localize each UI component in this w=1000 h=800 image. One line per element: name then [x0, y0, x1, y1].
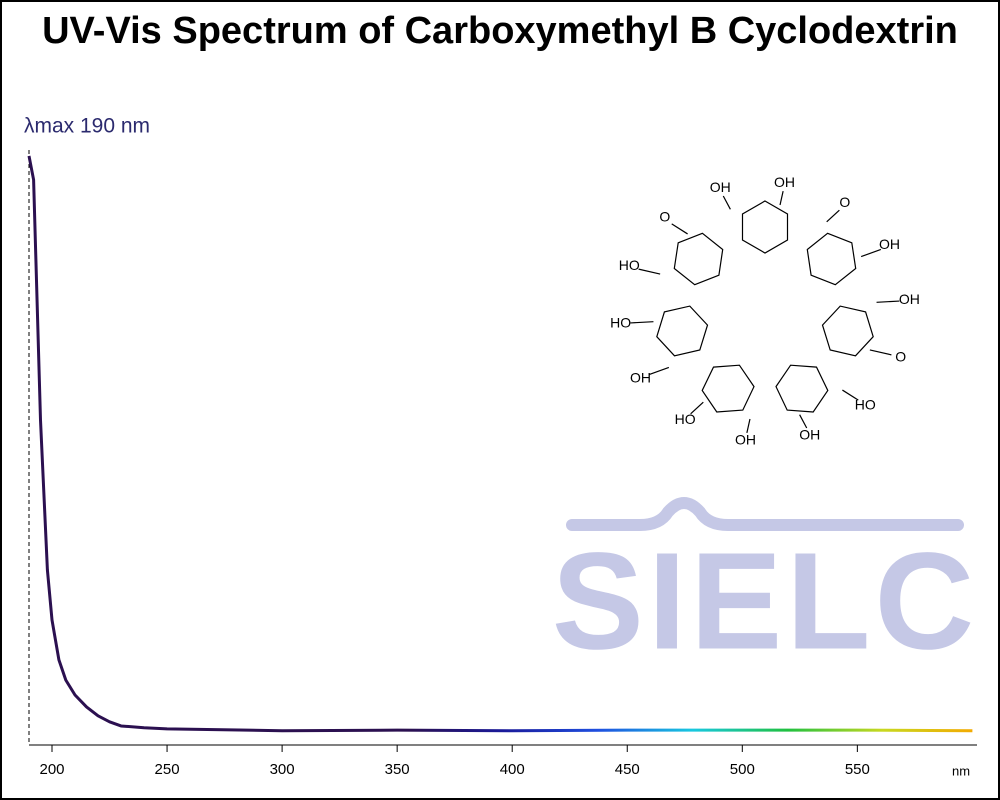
bond [876, 300, 900, 303]
glucose-ring [821, 305, 874, 357]
bond [826, 209, 840, 223]
atom-label: OH [879, 236, 900, 252]
bond [860, 248, 882, 258]
x-tick-label: 550 [845, 761, 870, 778]
atom-label: HO [675, 411, 696, 427]
atom-label: OH [710, 179, 731, 195]
watermark: SIELC [552, 497, 978, 678]
bond [869, 349, 892, 356]
bond [638, 268, 661, 275]
bond [746, 418, 751, 434]
spectrum-line [27, 155, 973, 733]
atom-label: OH [799, 426, 820, 442]
bond [799, 414, 808, 429]
glucose-ring [673, 232, 724, 286]
atom-label: OH [630, 369, 651, 385]
x-tick-label: 400 [500, 761, 525, 778]
x-tick-label: 300 [270, 761, 295, 778]
molecule [630, 190, 900, 434]
atom-label: O [659, 209, 670, 225]
glucose-ring [701, 364, 755, 413]
atom-label: OH [899, 291, 920, 307]
atom-label: HO [855, 397, 876, 413]
bond [630, 321, 654, 324]
atom-label: OH [735, 432, 756, 448]
x-tick-label: 500 [730, 761, 755, 778]
glucose-ring [775, 364, 829, 413]
bond [690, 401, 704, 415]
atom-label: OH [774, 174, 795, 190]
annotation: λmax 190 nm [24, 115, 150, 138]
bond [671, 223, 688, 235]
chart-title: UV-Vis Spectrum of Carboxymethyl B Cyclo… [42, 10, 958, 52]
x-tick-label: 450 [615, 761, 640, 778]
bond [722, 195, 731, 210]
atom-label: HO [610, 314, 631, 330]
x-axis-label: nm [952, 763, 970, 778]
atom-label: HO [619, 257, 640, 273]
glucose-ring [656, 305, 709, 357]
bond [648, 366, 670, 376]
atom-label: O [895, 348, 906, 364]
watermark-arc [566, 497, 964, 531]
glucose-ring [806, 232, 857, 286]
bond [779, 190, 784, 206]
x-tick-label: 200 [39, 761, 64, 778]
x-tick-label: 250 [155, 761, 180, 778]
x-tick-label: 350 [385, 761, 410, 778]
watermark-text: SIELC [552, 524, 978, 678]
bond [842, 389, 859, 401]
glucose-ring [741, 200, 789, 254]
atom-label: O [839, 194, 850, 210]
